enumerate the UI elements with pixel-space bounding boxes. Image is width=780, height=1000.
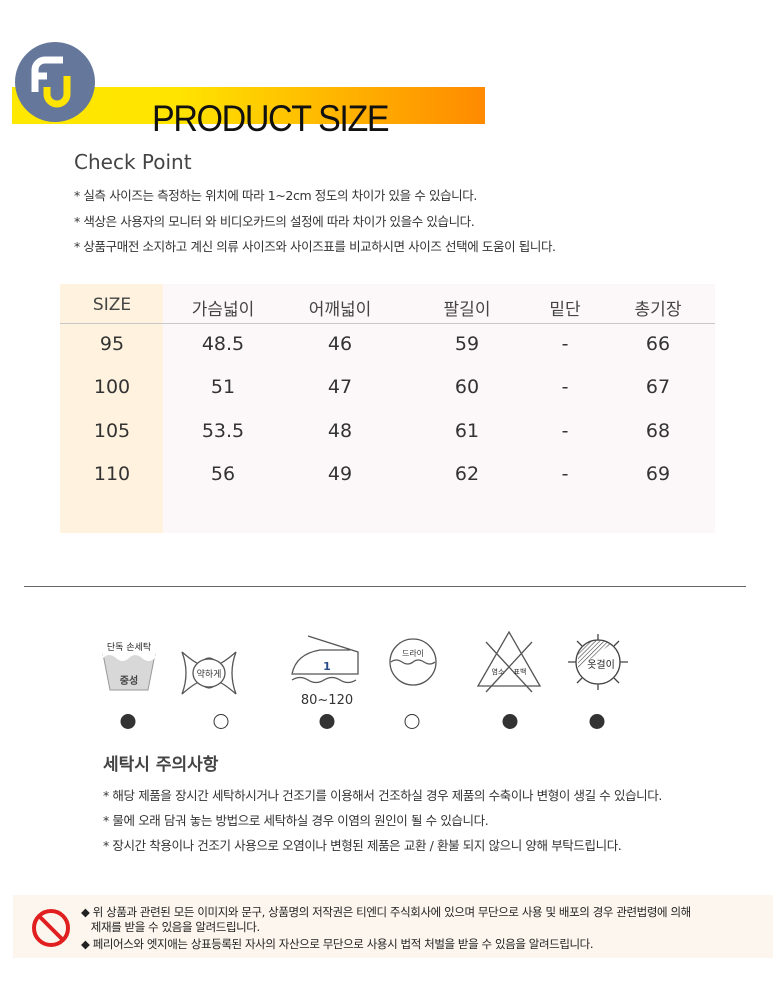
page-title: PRODUCT SIZE [152, 98, 390, 139]
column-header: 가슴넓이 [191, 300, 255, 320]
wring-gently-icon: 약하게 [181, 651, 237, 695]
table-cell: 110 [93, 463, 131, 485]
shade-dry-hanger-icon: 옷걸이 [568, 634, 628, 690]
table-cell: 95 [99, 333, 125, 355]
hand-wash-icon: 단독 손세탁 중성 [102, 641, 156, 691]
column-header: 어깨넓이 [308, 300, 372, 320]
icon-label: 80~120 [301, 693, 353, 708]
care-indicator-filled [589, 714, 605, 729]
check-point-title: Check Point [74, 150, 192, 174]
table-cell: - [561, 376, 569, 398]
table-cell: 51 [210, 376, 236, 398]
footer-line: ◆ 페리어스와 엣지애는 상표등록된 자사의 자산으로 무단으로 사용시 법적 … [81, 937, 594, 951]
icon-label: 중성 [120, 674, 138, 687]
check-note: * 색상은 사용자의 모니터 와 비디오카드의 설정에 따라 차이가 있을수 있… [74, 214, 475, 229]
footer-line: 제재를 받을 수 있음을 알려드립니다. [81, 920, 260, 934]
table-cell: - [561, 333, 569, 355]
care-indicator-filled [502, 714, 518, 729]
header-divider [60, 323, 715, 324]
table-cell: 68 [645, 420, 671, 442]
footer-line: ◆ 위 상품과 관련된 모든 이미지와 문구, 상품명의 저작권은 티엔디 주식… [81, 905, 691, 919]
brand-logo [15, 42, 95, 122]
icon-label: 약하게 [197, 668, 222, 680]
table-cell: 56 [210, 463, 236, 485]
section-divider [24, 586, 746, 587]
check-note: * 상품구매전 소지하고 계신 의류 사이즈와 사이즈표를 비교하시면 사이즈 … [74, 239, 556, 254]
care-note: * 물에 오래 담궈 놓는 방법으로 세탁하실 경우 이염의 원인이 될 수 있… [103, 813, 489, 828]
table-cell: - [561, 463, 569, 485]
table-cell: 61 [454, 420, 480, 442]
table-cell: - [561, 420, 569, 442]
table-cell: 100 [93, 376, 131, 398]
table-cell: 59 [454, 333, 480, 355]
column-header: SIZE [92, 295, 132, 315]
care-indicator-filled [319, 714, 335, 729]
iron-icon: 1 80~120 [291, 635, 359, 708]
care-indicator-empty [213, 714, 229, 729]
table-cell: 48 [327, 420, 353, 442]
column-header: 밑단 [549, 300, 581, 320]
column-header: 총기장 [634, 300, 682, 320]
icon-label: 단독 손세탁 [107, 641, 151, 653]
table-cell: 66 [645, 333, 671, 355]
care-note: * 해당 제품을 장시간 세탁하시거나 건조기를 이용해서 건조하실 경우 제품… [103, 788, 662, 803]
table-cell: 62 [454, 463, 480, 485]
table-cell: 47 [327, 376, 353, 398]
care-indicator-filled [120, 714, 136, 729]
dry-clean-icon: 드라이 [389, 638, 437, 686]
table-cell: 46 [327, 333, 353, 355]
icon-label: 염소 [492, 668, 505, 676]
size-column-bg [60, 284, 163, 533]
size-table: SIZE 가슴넓이 어깨넓이 팔길이 밑단 총기장 95 48.5 46 59 - 66 100 51 47… [60, 284, 715, 533]
no-bleach-icon: 염소 표백 [476, 630, 542, 693]
check-note: * 실측 사이즈는 측정하는 위치에 따라 1~2cm 정도의 차이가 있을 수… [74, 188, 477, 203]
icon-label: 표백 [514, 667, 527, 676]
icon-label: 1 [323, 660, 331, 673]
prohibited-icon [32, 909, 70, 947]
care-title: 세탁시 주의사항 [103, 755, 219, 775]
icon-label: 드라이 [402, 648, 424, 658]
table-cell: 49 [327, 463, 353, 485]
table-cell: 48.5 [201, 333, 245, 355]
care-indicator-empty [404, 714, 420, 729]
table-cell: 53.5 [201, 420, 245, 442]
care-note: * 장시간 착용이나 건조기 사용으로 오염이나 변형된 제품은 교환 / 환불… [103, 838, 622, 853]
table-cell: 67 [645, 376, 671, 398]
table-cell: 69 [645, 463, 671, 485]
column-header: 팔길이 [443, 300, 491, 320]
table-cell: 60 [454, 376, 480, 398]
copyright-notice: ◆ 위 상품과 관련된 모든 이미지와 문구, 상품명의 저작권은 티엔디 주식… [13, 895, 773, 958]
table-cell: 105 [93, 420, 131, 442]
icon-label: 옷걸이 [587, 658, 615, 671]
